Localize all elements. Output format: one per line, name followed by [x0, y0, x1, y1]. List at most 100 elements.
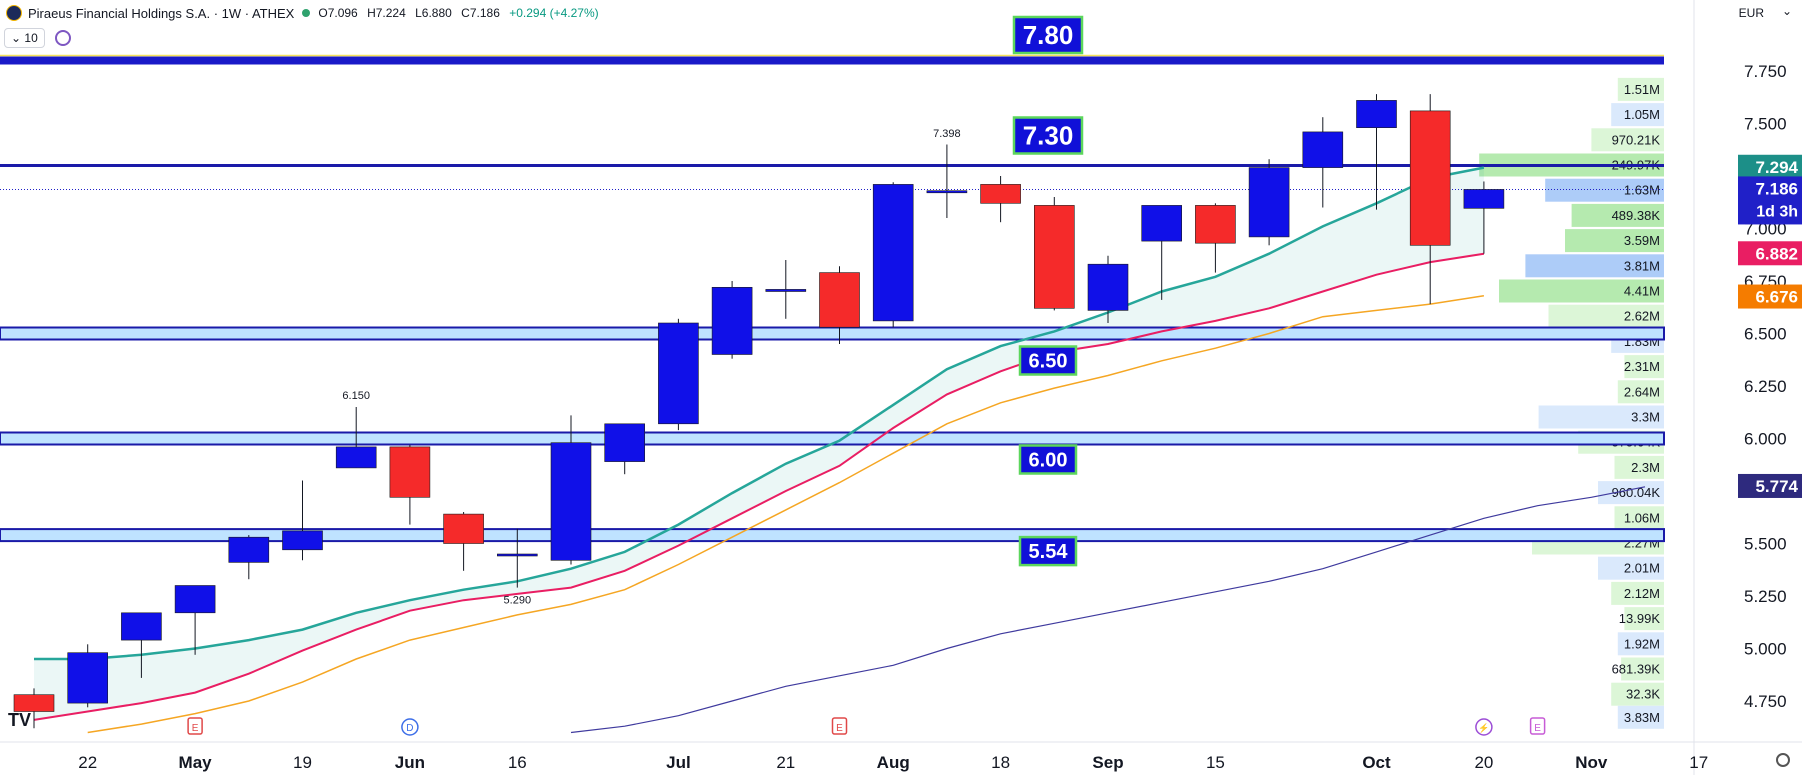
- time-axis-tick: 18: [991, 753, 1010, 772]
- earnings-event-icon[interactable]: [831, 717, 848, 735]
- time-axis-tick: Aug: [877, 753, 910, 772]
- volume-profile-label: 1.63M: [1624, 183, 1660, 198]
- news-event-icon[interactable]: [1475, 718, 1493, 736]
- earnings-event-icon[interactable]: [1529, 717, 1546, 735]
- price-axis-tick: 6.000: [1744, 430, 1787, 449]
- time-axis-tick: May: [179, 753, 213, 772]
- candle-body[interactable]: [1356, 100, 1397, 129]
- volume-profile-label: 3.3M: [1631, 410, 1660, 425]
- symbol-title[interactable]: Piraeus Financial Holdings S.A. · 1W · A…: [28, 5, 295, 21]
- volume-profile-bar: [1611, 682, 1664, 706]
- time-axis-tick: Oct: [1362, 753, 1391, 772]
- volume-profile-bar: [1621, 657, 1664, 681]
- volume-profile-bar: [1571, 203, 1664, 227]
- candle-body[interactable]: [443, 513, 484, 544]
- volume-profile-label: 1.92M: [1624, 636, 1660, 651]
- candle-body[interactable]: [604, 423, 646, 462]
- level-line-7.80[interactable]: [0, 56, 1664, 65]
- high-value: H7.224: [367, 6, 406, 20]
- countdown-label: 1d 3h: [1756, 203, 1798, 220]
- candle-body[interactable]: [121, 612, 162, 641]
- candle-body[interactable]: [1409, 110, 1451, 246]
- time-axis-tick: 15: [1206, 753, 1225, 772]
- time-axis-tick: 21: [776, 753, 795, 772]
- dividend-event-letter: D: [406, 723, 413, 734]
- volume-profile-label: 3.59M: [1624, 233, 1660, 248]
- candle-body[interactable]: [1034, 205, 1075, 309]
- earnings-event-icon[interactable]: [187, 717, 203, 735]
- level-zone-6.50[interactable]: [0, 326, 1665, 341]
- high-low-label: 7.398: [933, 128, 961, 140]
- candle-body[interactable]: [1141, 205, 1182, 242]
- time-axis-tick: 20: [1474, 753, 1493, 772]
- symbol-header: Piraeus Financial Holdings S.A. · 1W · A…: [0, 0, 599, 26]
- price-axis-tick: 6.500: [1744, 325, 1787, 344]
- volume-profile-label: 1.51M: [1624, 82, 1660, 97]
- sync-icon[interactable]: [54, 30, 71, 46]
- candle-body[interactable]: [13, 694, 55, 712]
- candle-body[interactable]: [550, 442, 592, 561]
- volume-profile-label: 1.06M: [1624, 510, 1660, 525]
- volume-profile-bar: [1548, 304, 1664, 328]
- time-axis-tick: Sep: [1092, 753, 1123, 772]
- candle-body[interactable]: [174, 585, 216, 614]
- volume-profile-bar: [1611, 103, 1664, 127]
- price-axis-tick: 4.750: [1744, 692, 1787, 711]
- earnings-event-letter: E: [1534, 723, 1541, 734]
- price-badge: [1738, 176, 1802, 225]
- earnings-event-letter: E: [192, 723, 199, 734]
- level-label-5.54: 5.54: [1029, 541, 1069, 563]
- candle-body[interactable]: [658, 322, 699, 425]
- volume-profile-label: 970.21K: [1612, 132, 1661, 147]
- level-label-7.80: 7.80: [1023, 20, 1074, 50]
- volume-profile-label: 4.41M: [1624, 284, 1660, 299]
- candle-body[interactable]: [335, 446, 377, 469]
- volume-profile-bar: [1565, 229, 1664, 253]
- volume-profile-label: 32.3K: [1626, 687, 1660, 702]
- candle-body[interactable]: [1195, 205, 1236, 244]
- price-badge-label: 6.882: [1755, 244, 1798, 263]
- chevron-down-icon[interactable]: ⌄: [1781, 4, 1792, 18]
- candle-body[interactable]: [765, 289, 807, 292]
- time-axis-tick: Nov: [1575, 753, 1608, 772]
- price-axis-tick: 6.250: [1744, 377, 1787, 396]
- level-label-7.30: 7.30: [1023, 121, 1074, 151]
- time-axis-tick: Jun: [395, 753, 425, 772]
- level-zone-5.54[interactable]: [0, 528, 1665, 543]
- candle-body[interactable]: [228, 536, 270, 563]
- candle-body[interactable]: [1087, 263, 1129, 311]
- ema-line-0: [34, 166, 1485, 661]
- price-badge-label: 5.774: [1755, 477, 1798, 496]
- low-value: L6.880: [415, 6, 452, 20]
- candle-body[interactable]: [1302, 131, 1344, 168]
- candle-body[interactable]: [819, 272, 860, 328]
- open-value: O7.096: [318, 6, 358, 20]
- level-label-box: [1012, 15, 1084, 55]
- candle-body[interactable]: [872, 184, 914, 322]
- volume-profile-label: 1.05M: [1624, 107, 1660, 122]
- price-badge: [1738, 241, 1802, 266]
- candle-body[interactable]: [1248, 167, 1290, 238]
- ema-band-fill: [34, 167, 1484, 720]
- currency-label[interactable]: EUR: [1738, 6, 1764, 20]
- volume-profile-bar: [1538, 405, 1664, 429]
- candle-body[interactable]: [496, 553, 538, 557]
- earnings-event-letter: E: [836, 723, 843, 734]
- volume-profile-bar: [1624, 607, 1664, 631]
- level-label-box: [1018, 535, 1078, 567]
- candle-body[interactable]: [282, 530, 323, 551]
- price-axis-tick: 5.500: [1744, 535, 1787, 554]
- volume-setting-button[interactable]: ⌄ 10: [4, 28, 45, 48]
- candle-body[interactable]: [711, 286, 753, 355]
- candle-body[interactable]: [67, 652, 108, 704]
- gear-icon[interactable]: [1776, 753, 1790, 767]
- dividend-event-icon[interactable]: [401, 718, 419, 736]
- candle-body[interactable]: [1463, 189, 1505, 209]
- volume-profile-label: 3.81M: [1624, 258, 1660, 273]
- candle-body[interactable]: [926, 190, 968, 194]
- candle-body[interactable]: [389, 446, 431, 498]
- candle-body[interactable]: [980, 184, 1021, 204]
- level-label-box: [1018, 345, 1078, 376]
- indicator-toolbar: ⌄ 10: [4, 28, 71, 48]
